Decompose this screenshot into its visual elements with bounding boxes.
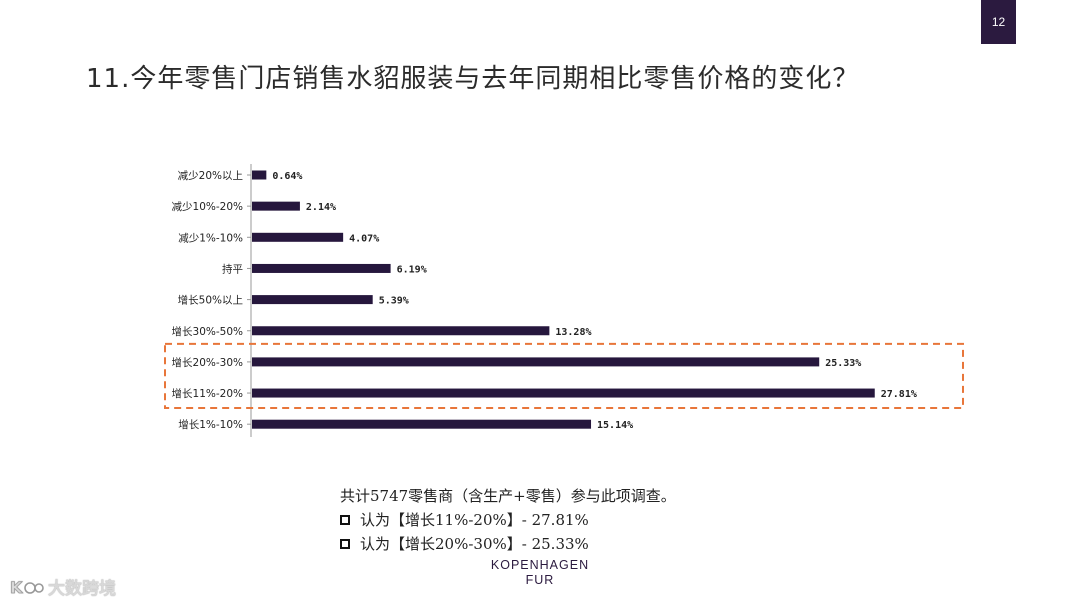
value-label: 6.19%	[397, 264, 427, 275]
bar-chart: 减少20%以上 0.64% 减少10%-20% 2.14% 减少1%-10% 4.07% 持…	[164, 164, 964, 437]
svg-text:K: K	[10, 578, 23, 596]
note-item: 认为【增长11%-20%】- 27.81%	[340, 508, 676, 532]
kopenhagen-fur-logo: KOPENHAGEN FUR	[490, 558, 590, 587]
bar	[252, 232, 344, 242]
checkbox-icon	[340, 515, 350, 525]
category-label: 增长30%-50%	[172, 325, 243, 338]
category-label: 减少10%-20%	[172, 201, 243, 213]
bar	[252, 201, 300, 211]
category-label: 持平	[222, 262, 243, 275]
value-label: 0.64%	[272, 171, 302, 182]
survey-summary: 共计5747零售商（含生产+零售）参与此项调查。	[340, 487, 676, 505]
value-label: 27.81%	[881, 389, 917, 400]
watermark: K 大数跨境	[10, 577, 116, 600]
bar	[252, 295, 373, 305]
value-label: 2.14%	[306, 202, 336, 213]
category-label: 增长50%以上	[178, 294, 243, 307]
category-label: 增长20%-30%	[172, 356, 243, 369]
value-label: 15.14%	[597, 420, 633, 431]
bar	[252, 326, 550, 336]
survey-notes: 共计5747零售商（含生产+零售）参与此项调查。 认为【增长11%-20%】- …	[340, 484, 676, 556]
value-label: 5.39%	[379, 296, 409, 307]
category-label: 增长11%-20%	[172, 387, 243, 400]
checkbox-icon	[340, 539, 350, 549]
bar	[252, 263, 391, 273]
page-number: 12	[981, 0, 1016, 44]
value-label: 25.33%	[825, 358, 861, 369]
category-label: 减少1%-10%	[178, 232, 243, 244]
bar	[252, 170, 267, 180]
bar	[252, 357, 820, 367]
value-label: 13.28%	[555, 327, 591, 338]
value-label: 4.07%	[349, 233, 379, 244]
bar	[252, 388, 875, 398]
category-label: 增长1%-10%	[178, 418, 243, 431]
note-item: 认为【增长20%-30%】- 25.33%	[340, 532, 676, 556]
page-title: 11.今年零售门店销售水貂服装与去年同期相比零售价格的变化？	[86, 64, 860, 94]
category-label: 减少20%以上	[178, 170, 243, 182]
highlight-box	[164, 342, 964, 410]
watermark-logo-icon: K	[10, 578, 44, 596]
bar	[252, 419, 592, 429]
